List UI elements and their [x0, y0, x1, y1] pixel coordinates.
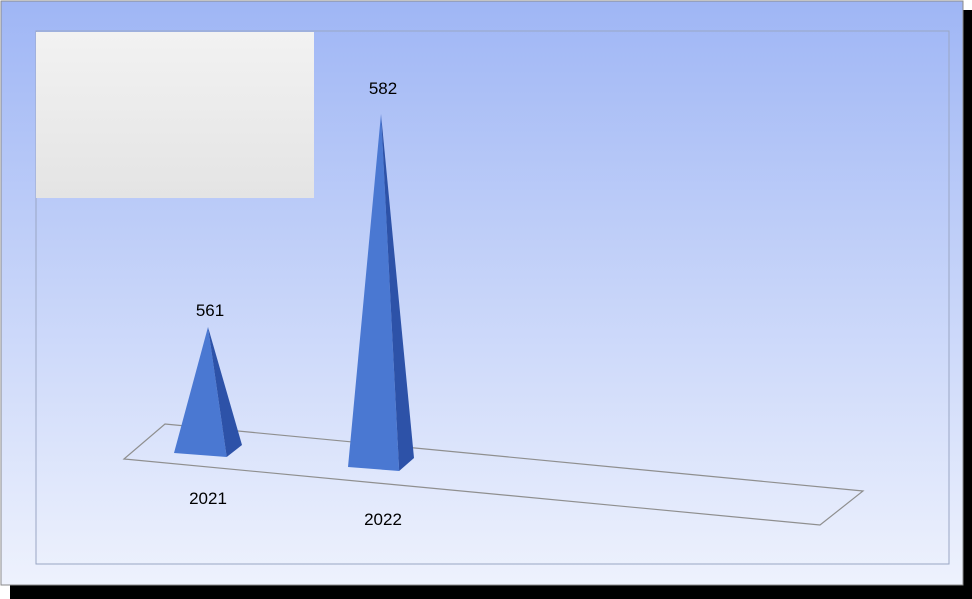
- pyramid-front-2022: [348, 114, 400, 471]
- pyramid-side-2021: [208, 327, 242, 457]
- x-tick-label-2021: 2021: [189, 489, 227, 508]
- data-label-2022: 582: [369, 79, 397, 98]
- pyramid-front-2021: [174, 327, 227, 457]
- pyramid-side-2022: [381, 114, 414, 471]
- chart-floor: [122, 423, 865, 526]
- legend-box: [36, 32, 314, 198]
- x-tick-label-2022: 2022: [364, 510, 402, 529]
- plot-area: [35, 30, 950, 565]
- chart-marks: 561 2021 582 2022: [174, 79, 414, 529]
- data-label-2021: 561: [196, 301, 224, 320]
